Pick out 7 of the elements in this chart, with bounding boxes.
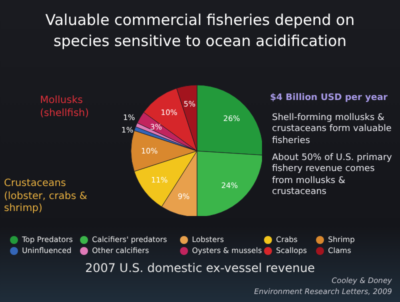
text: About 50% of U.S. primary fishery revenue comes from mollusks & crustaceans: [272, 153, 393, 198]
text: 2007 U.S. domestic ex-vessel revenue: [84, 261, 316, 275]
text: $4 Billion USD per year: [270, 93, 389, 104]
text: Shell-forming mollusks & crustaceans form valuable fisheries: [272, 113, 392, 147]
text: Mollusks (shellfish): [40, 95, 90, 120]
chart-title: Valuable commercial fisheries depend on species sensitive to ocean acidification: [44, 10, 356, 52]
text: Crustaceans (lobster, crabs & shrimp): [4, 178, 88, 216]
